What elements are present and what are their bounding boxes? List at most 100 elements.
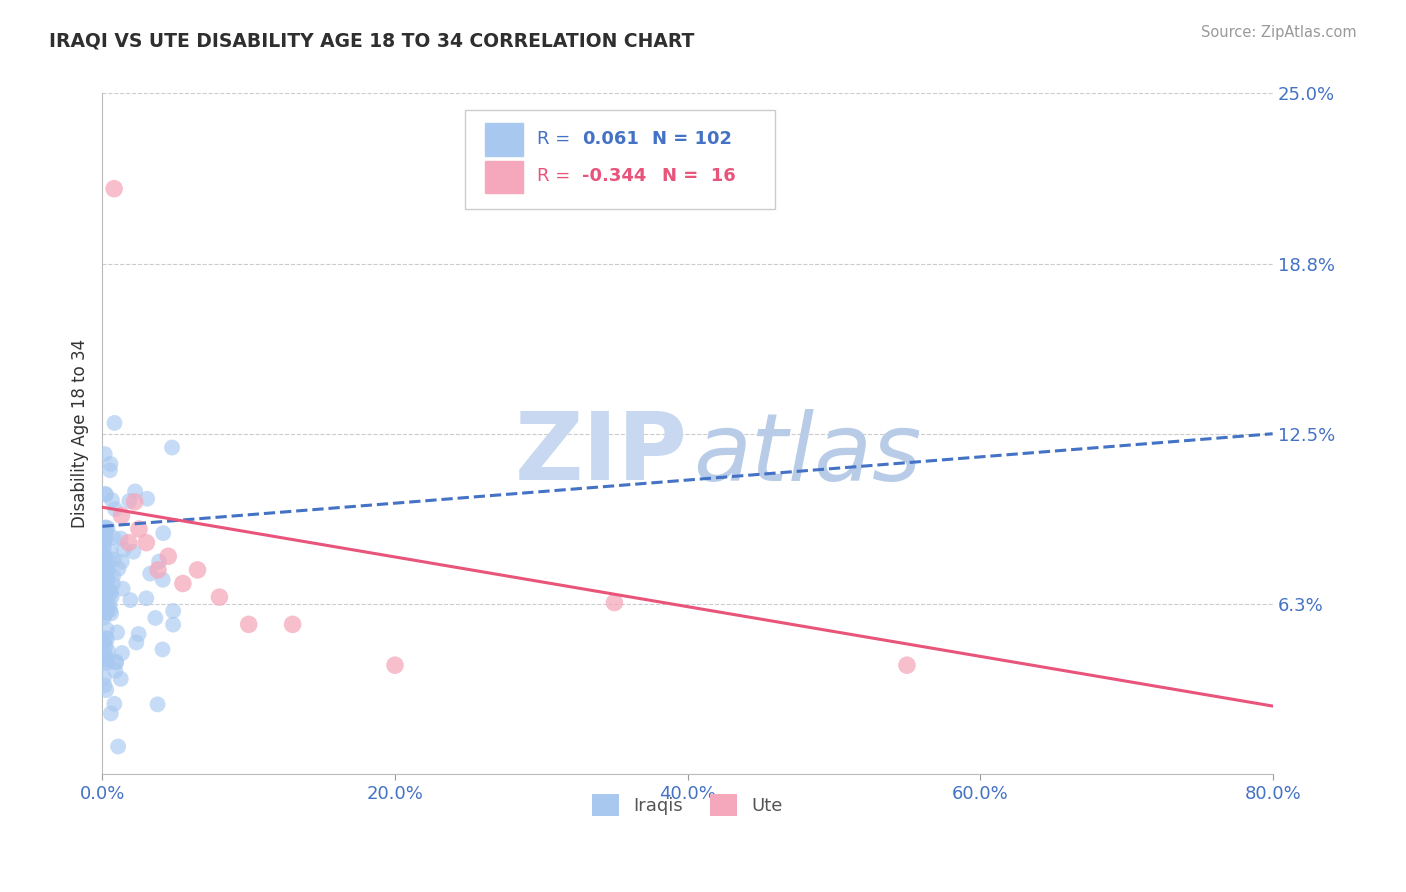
Legend: Iraqis, Ute: Iraqis, Ute [585,787,790,823]
Point [103,531,125,545]
Point [148,555,170,569]
Point [152,642,174,657]
Point [98,587,121,601]
Point [94,639,117,653]
Point [93,635,115,649]
Point [97,553,120,567]
Point [896,658,918,673]
Point [93,580,115,594]
Point [96,583,118,598]
Point [146,563,169,577]
Point [101,576,124,591]
Point [97,581,120,595]
Point [101,493,124,508]
Point [96,598,118,612]
Point [97,573,120,587]
Point [128,522,150,536]
Point [93,678,115,692]
Point [93,596,115,610]
Point [111,555,134,569]
Point [93,591,115,605]
Point [94,555,117,569]
Point [93,604,115,618]
Text: R =: R = [537,130,569,148]
Text: R =: R = [537,168,569,186]
Point [120,593,142,607]
Point [100,706,122,721]
Point [93,551,115,566]
Point [97,564,120,578]
Point [93,557,115,571]
Point [157,549,180,564]
Point [93,670,115,684]
Point [110,672,132,686]
Point [94,607,117,621]
Point [93,590,115,604]
Point [111,582,134,596]
Point [94,488,117,502]
Point [93,550,115,565]
Point [93,605,115,619]
Point [96,683,118,698]
Point [93,610,115,624]
Point [93,584,115,599]
Point [110,532,132,546]
Bar [485,161,523,194]
Point [94,631,117,645]
Point [94,487,117,501]
Point [208,590,231,604]
FancyBboxPatch shape [465,111,775,209]
Point [103,182,125,196]
Point [93,447,115,461]
Point [152,526,174,541]
Point [162,617,184,632]
Point [93,534,115,549]
Text: ZIP: ZIP [515,409,688,500]
Point [93,546,115,560]
Text: atlas: atlas [693,409,922,500]
Point [103,697,125,711]
Point [110,508,132,523]
Point [112,542,135,557]
Point [100,607,122,621]
Point [96,558,118,573]
Text: Source: ZipAtlas.com: Source: ZipAtlas.com [1201,25,1357,40]
Point [97,644,120,658]
Point [94,568,117,582]
Point [104,655,127,669]
Point [93,600,115,615]
Point [603,596,626,610]
Point [98,599,121,613]
Text: -0.344: -0.344 [582,168,647,186]
Point [96,632,118,646]
Point [93,595,115,609]
Point [136,491,159,506]
Point [96,656,118,670]
Point [160,441,183,455]
Point [105,656,128,670]
Point [94,647,117,661]
Point [105,625,128,640]
Point [124,484,146,499]
Point [100,457,122,471]
Point [100,585,122,599]
Point [96,623,118,637]
Point [100,590,122,604]
Point [94,576,117,591]
Point [122,545,145,559]
Point [93,656,115,670]
Point [104,502,127,516]
Point [96,521,118,535]
Point [94,533,117,547]
Point [107,562,129,576]
Point [103,416,125,430]
Y-axis label: Disability Age 18 to 34: Disability Age 18 to 34 [72,339,89,528]
Point [96,524,118,539]
Point [94,527,117,541]
Point [143,611,166,625]
Point [152,573,174,587]
Point [124,495,146,509]
Point [135,591,157,606]
Point [186,563,208,577]
Point [93,540,115,554]
